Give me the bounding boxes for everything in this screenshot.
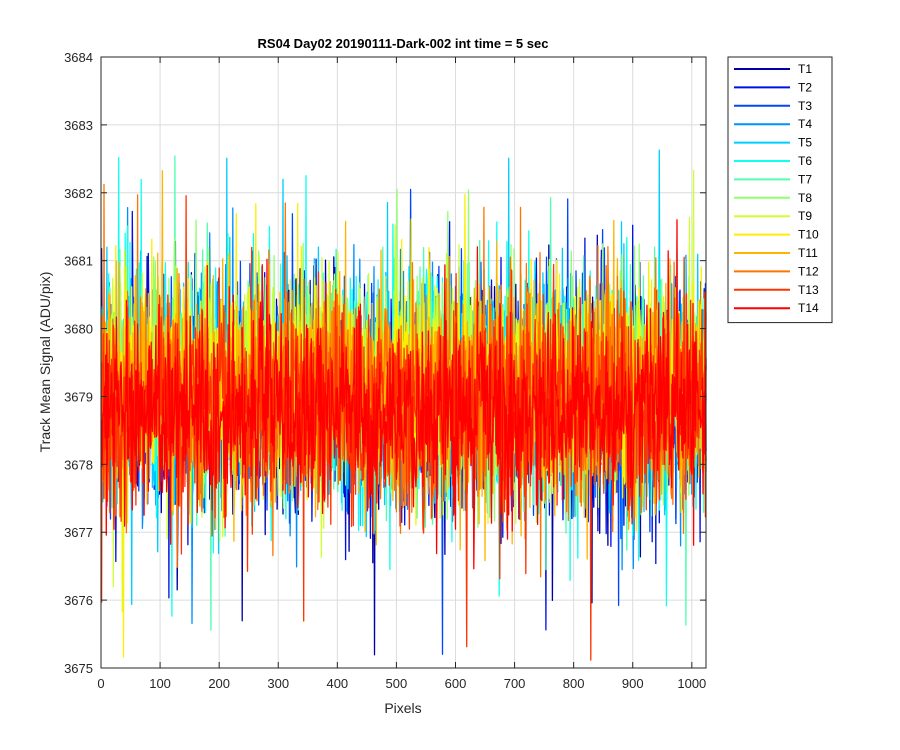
y-tick-label: 3675 [64, 661, 93, 676]
x-tick-label: 500 [386, 676, 408, 691]
legend-label-t1: T1 [798, 62, 812, 76]
x-tick-label: 800 [563, 676, 585, 691]
series-lines [100, 149, 707, 661]
y-tick-label: 3684 [64, 50, 93, 65]
x-tick-label: 700 [504, 676, 526, 691]
y-tick-label: 3680 [64, 322, 93, 337]
legend-label-t14: T14 [798, 301, 819, 315]
y-tick-label: 3676 [64, 593, 93, 608]
axes: 0 100 200 300 400 500 600 700 800 900 1000 3675 3676… [64, 50, 707, 691]
legend-label-t12: T12 [798, 264, 819, 278]
x-tick-label: 600 [445, 676, 467, 691]
legend: T1 T2 T3 T4 T5 T6 T7 T8 T9 T10 T11 T12 T13 T14 [727, 56, 833, 324]
x-tick-label: 100 [149, 676, 171, 691]
legend-label-t5: T5 [798, 136, 812, 150]
x-tick-label: 900 [622, 676, 644, 691]
x-tick-label: 200 [208, 676, 230, 691]
x-axis-label: Pixels [384, 700, 421, 716]
legend-label-t9: T9 [798, 209, 812, 223]
y-tick-label: 3682 [64, 186, 93, 201]
legend-box [727, 56, 833, 324]
y-tick-label: 3678 [64, 457, 93, 472]
legend-label-t10: T10 [798, 228, 819, 242]
chart-title: RS04 Day02 20190111-Dark-002 int time = … [258, 36, 549, 51]
legend-label-t3: T3 [798, 99, 812, 113]
y-tick-label: 3679 [64, 389, 93, 404]
x-tick-label: 300 [267, 676, 289, 691]
legend-label-t6: T6 [798, 154, 812, 168]
legend-label-t8: T8 [798, 191, 812, 205]
legend-label-t2: T2 [798, 80, 812, 94]
x-tick-label: 400 [326, 676, 348, 691]
y-tick-label: 3681 [64, 254, 93, 269]
y-tick-label: 3677 [64, 525, 93, 540]
x-tick-label: 0 [97, 676, 104, 691]
series-line-t14 [100, 219, 707, 570]
x-tick-label: 1000 [677, 676, 706, 691]
plot-border [100, 56, 707, 669]
legend-label-t7: T7 [798, 172, 812, 186]
legend-label-t11: T11 [798, 246, 818, 260]
legend-label-t4: T4 [798, 117, 812, 131]
legend-label-t13: T13 [798, 283, 819, 297]
y-tick-label: 3683 [64, 118, 93, 133]
y-axis-label: Track Mean Signal (ADU/pix) [37, 272, 53, 453]
